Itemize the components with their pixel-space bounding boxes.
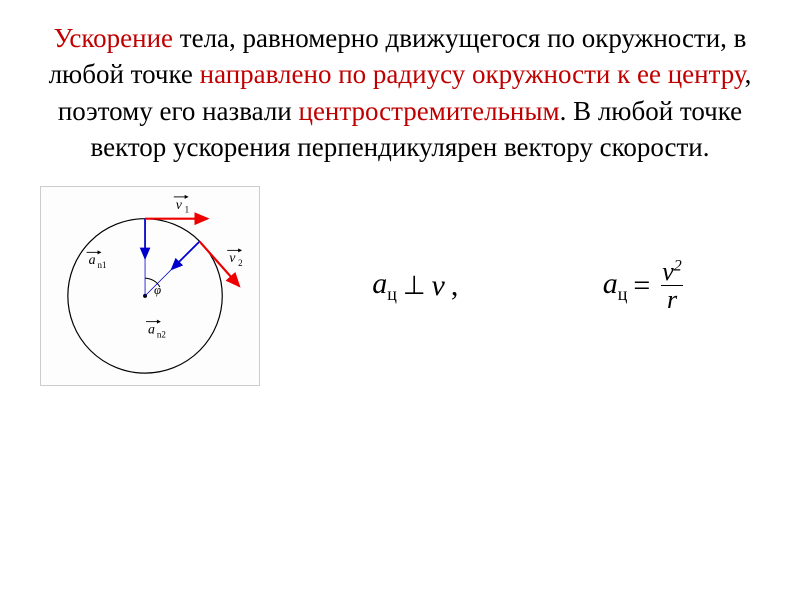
svg-text:v: v bbox=[229, 250, 236, 265]
svg-text:n2: n2 bbox=[157, 329, 166, 339]
eq-symbol: = bbox=[633, 269, 650, 303]
formula-eq: aц = v2 r bbox=[603, 258, 688, 314]
svg-text:a: a bbox=[148, 321, 155, 336]
denominator: r bbox=[661, 285, 683, 313]
numerator: v2 bbox=[656, 258, 688, 285]
f1-lhs: aц bbox=[372, 267, 397, 305]
circle-diagram: φv1v2an1an2 bbox=[40, 186, 260, 386]
f2-lhs: aц bbox=[603, 267, 628, 305]
f1-a: a bbox=[372, 267, 387, 300]
diagram-svg: φv1v2an1an2 bbox=[41, 187, 259, 385]
svg-text:2: 2 bbox=[238, 258, 243, 268]
perp-symbol: ⊥ bbox=[403, 271, 426, 301]
f1-tail: , bbox=[451, 269, 459, 303]
hl-2: направлено по радиусу окружности к ее це… bbox=[200, 59, 745, 89]
num-sup: 2 bbox=[674, 257, 682, 274]
svg-text:a: a bbox=[89, 252, 96, 267]
svg-text:φ: φ bbox=[154, 283, 161, 297]
f1-rhs: v bbox=[431, 269, 444, 303]
svg-text:1: 1 bbox=[185, 204, 190, 214]
hl-1: Ускорение bbox=[54, 23, 173, 53]
bottom-row: φv1v2an1an2 aц ⊥ v, aц = v2 r bbox=[0, 176, 800, 396]
num-v: v bbox=[662, 257, 674, 286]
fraction: v2 r bbox=[656, 258, 688, 314]
formula-perp: aц ⊥ v, bbox=[372, 267, 458, 305]
formulas: aц ⊥ v, aц = v2 r bbox=[300, 258, 760, 314]
hl-3: центростремительным bbox=[299, 96, 560, 126]
svg-text:v: v bbox=[176, 197, 183, 212]
f2-sub: ц bbox=[618, 284, 628, 304]
paragraph: Ускорение тела, равномерно движущегося п… bbox=[0, 0, 800, 176]
f2-a: a bbox=[603, 267, 618, 300]
svg-text:n1: n1 bbox=[98, 260, 107, 270]
f1-sub: ц bbox=[387, 284, 397, 304]
